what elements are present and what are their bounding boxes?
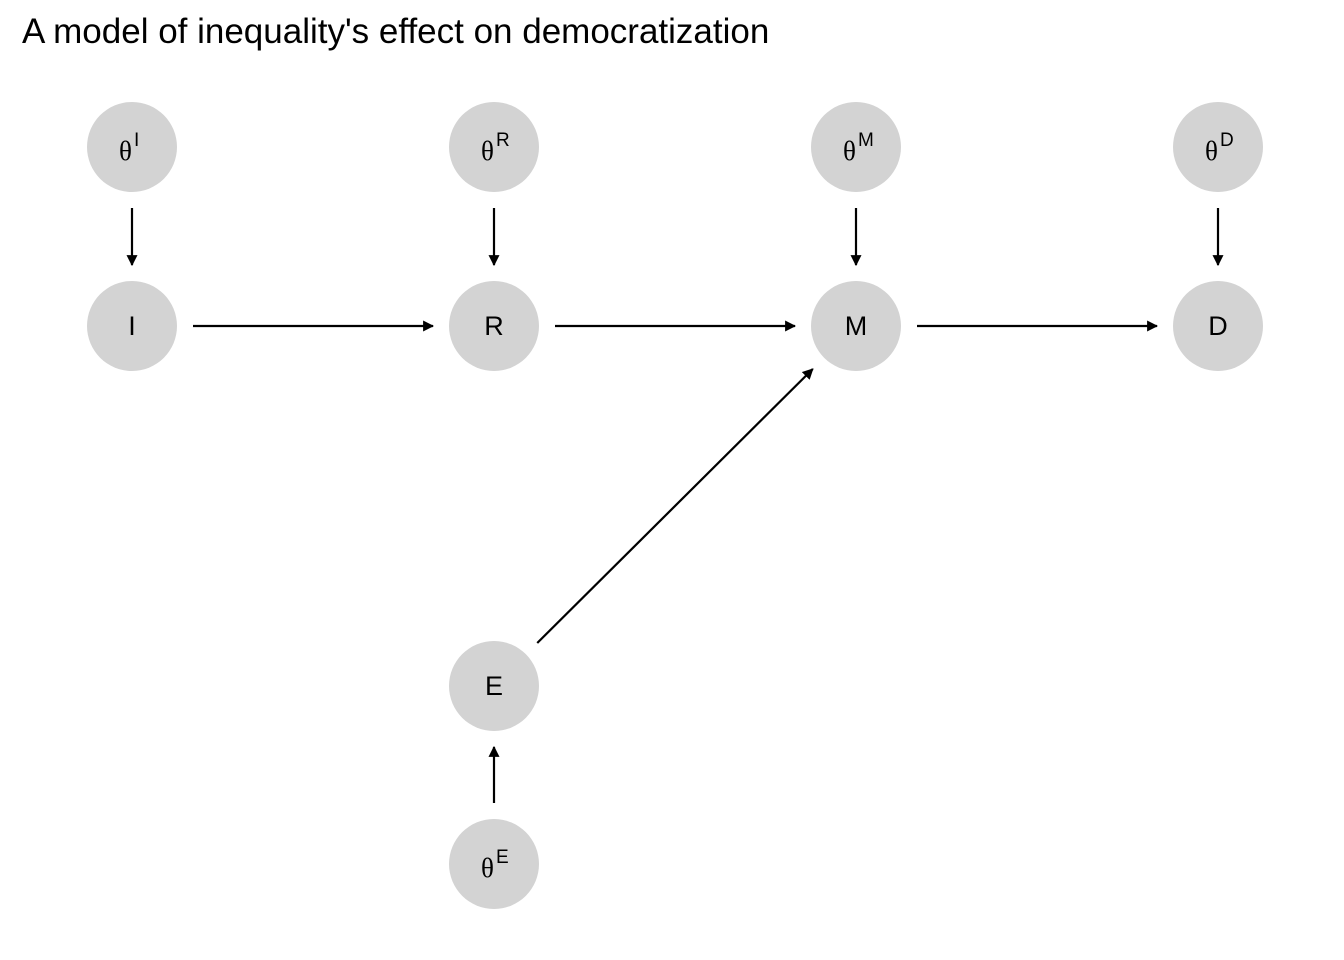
node-circle-theta-d xyxy=(1173,102,1263,192)
diagram-title: A model of inequality's effect on democr… xyxy=(22,12,770,51)
node-i: I xyxy=(87,281,177,371)
node-circle-m xyxy=(811,281,901,371)
node-sup-theta-i: I xyxy=(134,130,139,151)
node-e: E xyxy=(449,641,539,731)
node-sup-theta-m: M xyxy=(858,130,874,151)
edges-layer xyxy=(126,208,1224,803)
node-label-r: R xyxy=(484,311,504,341)
node-label-d: D xyxy=(1208,311,1228,341)
node-m: M xyxy=(811,281,901,371)
node-base-theta-e: θ xyxy=(481,853,494,883)
node-label-e: E xyxy=(485,671,503,701)
node-label-i: I xyxy=(128,311,136,341)
node-sup-theta-d: D xyxy=(1220,130,1234,151)
node-base-theta-i: θ xyxy=(119,136,132,166)
node-circle-theta-m xyxy=(811,102,901,192)
node-sup-theta-r: R xyxy=(496,130,510,151)
node-d: D xyxy=(1173,281,1263,371)
node-circle-d xyxy=(1173,281,1263,371)
node-circle-theta-i xyxy=(87,102,177,192)
node-base-theta-r: θ xyxy=(481,136,494,166)
edge-e-to-m xyxy=(536,368,814,644)
node-circle-theta-e xyxy=(449,819,539,909)
node-base-theta-d: θ xyxy=(1205,136,1218,166)
node-base-theta-m: θ xyxy=(843,136,856,166)
node-r: R xyxy=(449,281,539,371)
node-circle-e xyxy=(449,641,539,731)
node-circle-i xyxy=(87,281,177,371)
node-circle-r xyxy=(449,281,539,371)
node-label-m: M xyxy=(845,311,868,341)
node-sup-theta-e: E xyxy=(496,847,509,868)
node-circle-theta-r xyxy=(449,102,539,192)
